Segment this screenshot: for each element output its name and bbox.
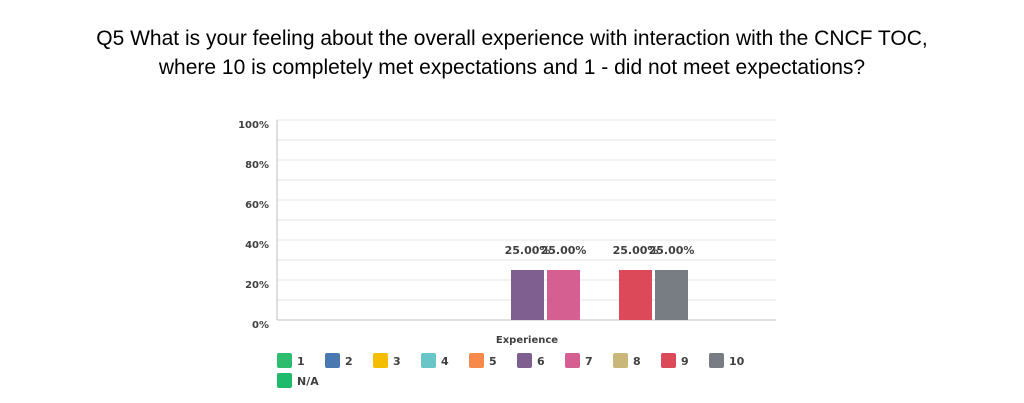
legend-label: 8 xyxy=(633,355,641,368)
legend-label: 3 xyxy=(393,355,401,368)
bar-6 xyxy=(511,270,544,320)
legend-swatch xyxy=(373,353,388,368)
legend-label: 6 xyxy=(537,355,545,368)
legend-label: N/A xyxy=(297,375,319,388)
legend-item-7: 7 xyxy=(565,353,593,368)
legend-item-3: 3 xyxy=(373,353,401,368)
chart-title-line-2: where 10 is completely met expectations … xyxy=(158,56,866,79)
data-label: 25.00% xyxy=(613,244,659,257)
legend-swatch xyxy=(277,373,292,388)
legend-swatch xyxy=(325,353,340,368)
gridlines xyxy=(277,119,776,301)
bar-7 xyxy=(547,270,580,320)
data-labels: 25.00%25.00% 25.00%25.00% xyxy=(505,244,695,257)
legend-label: 1 xyxy=(297,355,305,368)
legend-item-6: 6 xyxy=(517,353,545,368)
y-axis-ticks: 0% 20% 40% 60% 80% 100% xyxy=(238,120,269,331)
legend-item-10: 10 xyxy=(709,353,745,368)
y-tick-label: 100% xyxy=(238,120,269,131)
legend-item-5: 5 xyxy=(469,353,497,368)
x-axis-label: Experience xyxy=(496,335,558,346)
legend-item-1: 1 xyxy=(277,353,305,368)
legend-swatch xyxy=(517,353,532,368)
legend-label: 9 xyxy=(681,355,689,368)
data-label: 25.00% xyxy=(505,244,551,257)
legend-label: 4 xyxy=(441,355,449,368)
y-tick-label: 80% xyxy=(245,160,269,171)
legend-label: 7 xyxy=(585,355,593,368)
y-tick-label: 20% xyxy=(245,280,269,291)
data-label: 25.00% xyxy=(541,244,587,257)
legend-swatch xyxy=(565,353,580,368)
legend-item-8: 8 xyxy=(613,353,641,368)
legend-swatch xyxy=(709,353,724,368)
legend-label: 5 xyxy=(489,355,497,368)
legend-item-2: 2 xyxy=(325,353,353,368)
legend-item-4: 4 xyxy=(421,353,449,368)
chart-title: Q5 What is your feeling about the overal… xyxy=(0,24,1024,82)
legend-label: 10 xyxy=(729,355,745,368)
chart-title-line-1: Q5 What is your feeling about the overal… xyxy=(96,27,928,50)
legend-swatch xyxy=(277,353,292,368)
bar-10 xyxy=(655,270,688,320)
legend-item-na: N/A xyxy=(277,373,319,388)
data-label: 25.00% xyxy=(649,244,695,257)
y-tick-label: 60% xyxy=(245,200,269,211)
bars xyxy=(511,270,688,320)
legend-label: 2 xyxy=(345,355,353,368)
legend-swatch xyxy=(613,353,628,368)
legend-swatch xyxy=(661,353,676,368)
legend-swatch xyxy=(421,353,436,368)
bar-9 xyxy=(619,270,652,320)
legend-swatch xyxy=(469,353,484,368)
y-tick-label: 40% xyxy=(245,240,269,251)
legend-item-9: 9 xyxy=(661,353,689,368)
legend: 1 2 3 4 5 6 7 8 9 10 N/A xyxy=(277,353,745,388)
y-tick-label: 0% xyxy=(252,320,269,331)
